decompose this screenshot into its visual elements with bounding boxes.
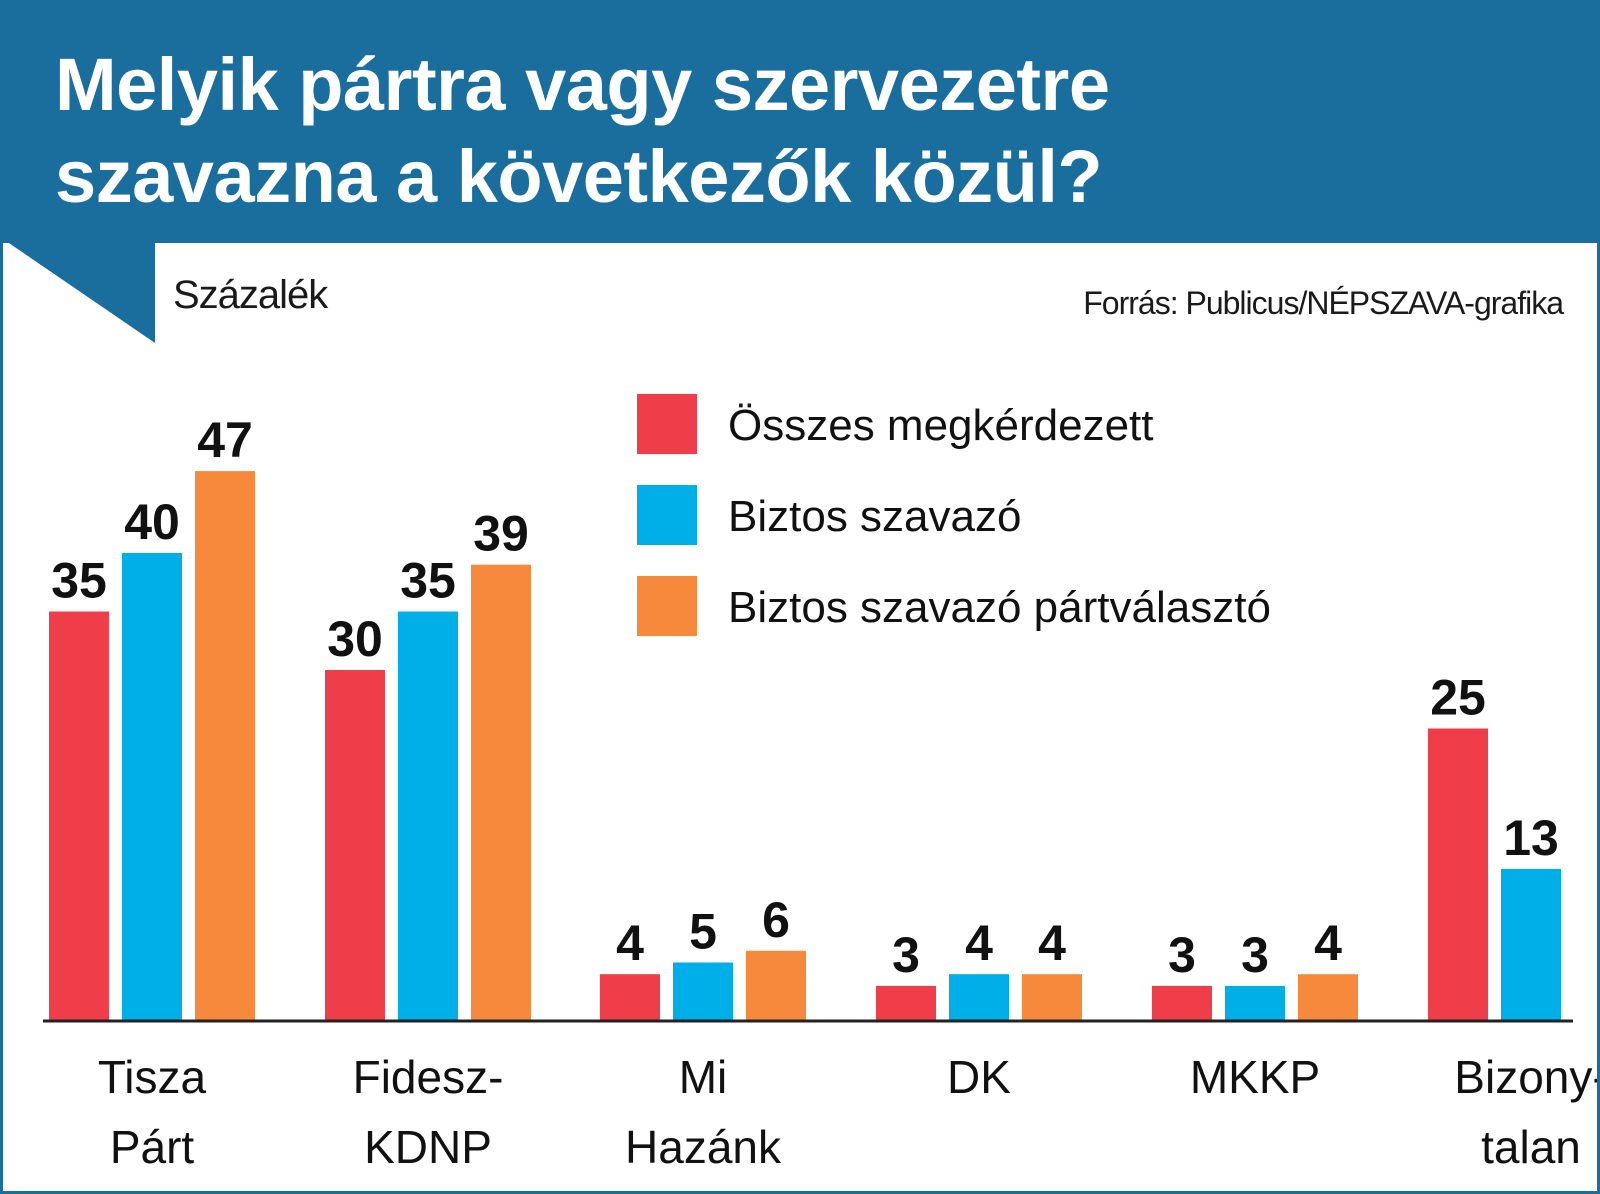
- legend-swatch-2: [637, 485, 697, 545]
- value-label-4-2: 4: [965, 915, 993, 971]
- legend-swatch-3: [637, 576, 697, 636]
- bar-2-1: [325, 670, 385, 1021]
- bar-6-2: [1501, 868, 1561, 1021]
- value-label-5-1: 3: [1168, 927, 1196, 983]
- value-label-6-2: 13: [1503, 810, 1559, 866]
- category-label-2-line-2: KDNP: [364, 1121, 492, 1173]
- value-label-2-2: 35: [400, 553, 456, 609]
- bar-1-3: [195, 471, 255, 1022]
- category-label-2-line-1: Fidesz-: [353, 1051, 504, 1103]
- bar-1-1: [49, 611, 109, 1021]
- legend-swatch-1: [637, 394, 697, 454]
- value-label-4-1: 3: [892, 927, 920, 983]
- category-label-1-line-2: Párt: [110, 1121, 195, 1173]
- bar-5-3: [1298, 974, 1358, 1021]
- header-banner: Melyik pártra vagy szervezetre szavazna …: [3, 3, 1597, 243]
- category-label-6-line-1: Bizony-: [1454, 1051, 1600, 1103]
- bar-5-2: [1225, 985, 1285, 1021]
- bar-6-1: [1428, 728, 1488, 1021]
- value-label-2-1: 30: [327, 611, 383, 667]
- value-label-1-3: 47: [197, 412, 253, 468]
- bar-4-1: [876, 985, 936, 1021]
- value-label-6-1: 25: [1430, 670, 1486, 726]
- bar-2-2: [398, 611, 458, 1021]
- value-label-5-2: 3: [1241, 927, 1269, 983]
- category-label-5-line-1: MKKP: [1190, 1051, 1320, 1103]
- bar-2-3: [471, 564, 531, 1021]
- bar-4-3: [1022, 974, 1082, 1021]
- value-label-3-3: 6: [762, 892, 790, 948]
- unit-label: Százalék: [173, 273, 328, 317]
- legend-label-1: Összes megkérdezett: [728, 401, 1154, 450]
- chart-title-line-1: Melyik pártra vagy szervezetre: [55, 43, 1110, 126]
- value-label-4-3: 4: [1038, 915, 1066, 971]
- legend-label-2: Biztos szavazó: [728, 492, 1021, 541]
- category-label-3-line-1: Mi: [679, 1051, 728, 1103]
- legend-label-3: Biztos szavazó pártválasztó: [728, 583, 1271, 632]
- value-label-5-3: 4: [1314, 915, 1342, 971]
- chart-title-line-2: szavazna a következők közül?: [55, 135, 1103, 218]
- bar-1-2: [122, 553, 182, 1021]
- value-label-1-1: 35: [51, 553, 107, 609]
- category-label-4-line-1: DK: [947, 1051, 1011, 1103]
- source-credit: Forrás: Publicus/NÉPSZAVA-grafika: [1083, 285, 1564, 321]
- bar-3-2: [673, 962, 733, 1021]
- category-label-6-line-2: talan: [1481, 1121, 1581, 1173]
- chart-title: Melyik pártra vagy szervezetre szavazna …: [55, 39, 1555, 223]
- value-label-1-2: 40: [124, 494, 180, 550]
- bar-5-1: [1152, 985, 1212, 1021]
- category-label-3-line-2: Hazánk: [625, 1121, 782, 1173]
- value-label-2-3: 39: [473, 506, 529, 562]
- bar-4-2: [949, 974, 1009, 1021]
- header-notch-decoration: [3, 239, 155, 343]
- bar-3-3: [746, 950, 806, 1021]
- value-label-3-2: 5: [689, 904, 717, 960]
- category-label-1-line-1: Tisza: [98, 1051, 207, 1103]
- value-label-3-1: 4: [616, 915, 644, 971]
- bar-3-1: [600, 974, 660, 1021]
